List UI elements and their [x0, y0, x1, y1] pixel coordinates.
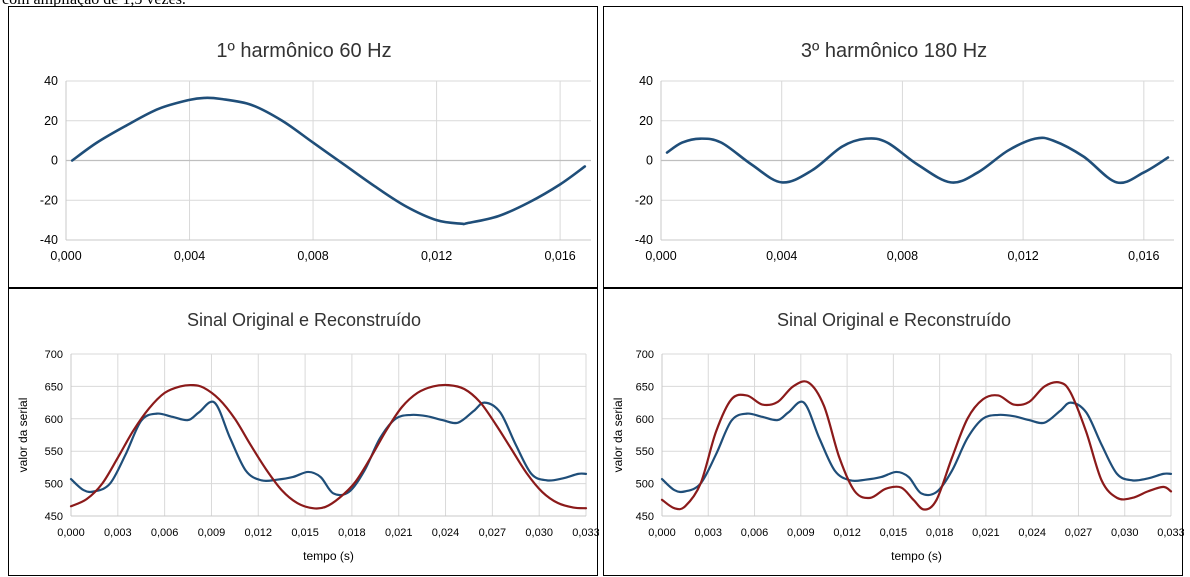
y-tick-label: 650 — [45, 381, 63, 393]
x-tick-label: 0,000 — [648, 527, 676, 539]
y-tick-label: 600 — [636, 414, 654, 426]
y-tick-label: -20 — [40, 193, 58, 207]
y-tick-label: -20 — [635, 193, 653, 207]
x-tick-label: 0,015 — [880, 527, 908, 539]
y-axis-label: valor da serial — [16, 398, 30, 473]
chart-title: 3º harmônico 180 Hz — [801, 40, 987, 62]
y-tick-label: 700 — [45, 349, 63, 361]
y-tick-label: 500 — [636, 479, 654, 491]
y-tick-label: 40 — [639, 74, 653, 88]
x-tick-label: 0,033 — [1157, 527, 1184, 539]
x-tick-label: 0,004 — [174, 249, 205, 263]
chart-title: Sinal Original e Reconstruído — [777, 310, 1011, 330]
x-tick-label: 0,030 — [525, 527, 553, 539]
y-tick-label: -40 — [635, 233, 653, 247]
x-tick-label: 0,000 — [50, 249, 81, 263]
x-tick-label: 0,012 — [833, 527, 861, 539]
x-tick-label: 0,003 — [695, 527, 723, 539]
y-tick-label: 20 — [639, 114, 653, 128]
x-tick-label: 0,000 — [57, 527, 85, 539]
chart-title: 1º harmônico 60 Hz — [216, 40, 391, 62]
x-axis-label: tempo (s) — [891, 549, 942, 563]
x-tick-label: 0,004 — [766, 249, 797, 263]
x-axis-label: tempo (s) — [303, 549, 354, 563]
y-tick-label: 700 — [636, 349, 654, 361]
y-tick-label: 450 — [45, 511, 63, 523]
x-tick-label: 0,027 — [479, 527, 507, 539]
chart-reconstruction-left: Sinal Original e Reconstruído 450 500 550 60… — [9, 289, 599, 577]
y-tick-label: 20 — [44, 114, 58, 128]
x-tick-label: 0,018 — [338, 527, 366, 539]
y-tick-label: 550 — [45, 446, 63, 458]
x-tick-label: 0,021 — [385, 527, 413, 539]
x-tick-label: 0,015 — [291, 527, 319, 539]
x-tick-label: 0,009 — [787, 527, 815, 539]
chart-harmonic-1: 1º harmônico 60 Hz -40 -20 0 20 40 0,000 0,004 0… — [9, 7, 599, 289]
x-tick-label: 0,018 — [926, 527, 954, 539]
x-tick-label: 0,003 — [104, 527, 132, 539]
x-tick-label: 0,012 — [1007, 249, 1038, 263]
x-tick-label: 0,024 — [432, 527, 460, 539]
x-tick-label: 0,033 — [572, 527, 599, 539]
x-tick-label: 0,008 — [887, 249, 918, 263]
chart-panel-reconstruction-left: Sinal Original e Reconstruído 450 500 550 60… — [8, 288, 598, 576]
chart-reconstruction-right: Sinal Original e Reconstruído 450 500 550 60… — [604, 289, 1184, 577]
y-tick-label: 500 — [45, 479, 63, 491]
y-tick-label: -40 — [40, 233, 58, 247]
y-tick-label: 550 — [636, 446, 654, 458]
x-tick-label: 0,006 — [151, 527, 179, 539]
y-axis-label: valor da serial — [611, 398, 625, 473]
y-tick-label: 650 — [636, 381, 654, 393]
x-tick-label: 0,012 — [421, 249, 452, 263]
chart-harmonic-3: 3º harmônico 180 Hz -40 -20 0 20 40 0,000 0,004… — [604, 7, 1184, 289]
x-tick-label: 0,006 — [741, 527, 769, 539]
x-tick-label: 0,021 — [972, 527, 1000, 539]
y-tick-label: 450 — [636, 511, 654, 523]
x-tick-label: 0,012 — [245, 527, 273, 539]
y-tick-label: 0 — [646, 154, 653, 168]
chart-panel-harmonic-3: 3º harmônico 180 Hz -40 -20 0 20 40 0,000 0,004… — [603, 6, 1183, 288]
x-tick-label: 0,027 — [1065, 527, 1093, 539]
y-tick-label: 0 — [51, 154, 58, 168]
x-tick-label: 0,016 — [1128, 249, 1159, 263]
x-tick-label: 0,000 — [645, 249, 676, 263]
x-tick-label: 0,016 — [544, 249, 575, 263]
chart-panel-reconstruction-right: Sinal Original e Reconstruído 450 500 550 60… — [603, 288, 1183, 576]
series-line-1 — [662, 381, 1171, 509]
chart-title: Sinal Original e Reconstruído — [187, 310, 421, 330]
x-tick-label: 0,030 — [1111, 527, 1139, 539]
chart-panel-harmonic-1: 1º harmônico 60 Hz -40 -20 0 20 40 0,000 0,004 0… — [8, 6, 598, 288]
series-line-0 — [662, 402, 1171, 495]
y-tick-label: 40 — [44, 74, 58, 88]
series-line-0 — [71, 402, 586, 495]
x-tick-label: 0,009 — [198, 527, 226, 539]
y-tick-label: 600 — [45, 414, 63, 426]
x-tick-label: 0,008 — [297, 249, 328, 263]
x-tick-label: 0,024 — [1018, 527, 1046, 539]
